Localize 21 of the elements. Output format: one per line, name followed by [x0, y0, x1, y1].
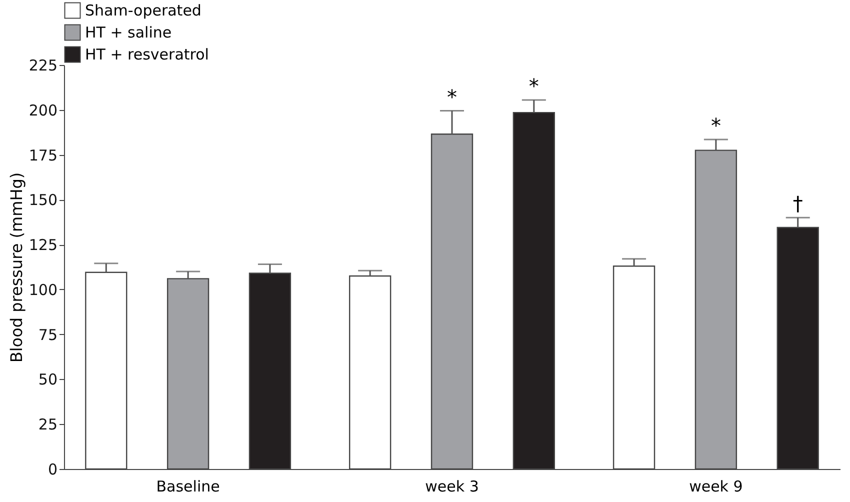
y-axis-title: Blood pressure (mmHg) — [6, 172, 26, 363]
y-tick-label: 100 — [28, 280, 58, 299]
data-label: † — [792, 192, 803, 216]
x-tick-label: Baseline — [156, 478, 220, 496]
y-tick-label: 50 — [38, 370, 58, 389]
x-tick-label: week 3 — [425, 478, 479, 496]
legend-label: HT + saline — [85, 24, 172, 42]
y-tick-label: 25 — [38, 416, 58, 434]
y-tick-label: 0 — [48, 460, 58, 478]
y-tick-label: 125 — [28, 236, 58, 254]
data-label: * — [528, 74, 539, 98]
data-label: * — [447, 84, 457, 109]
y-tick-label: 225 — [28, 56, 58, 74]
y-tick-label: 175 — [28, 146, 58, 164]
legend-label: HT + resveratrol — [85, 46, 209, 64]
data-label: * — [710, 114, 721, 138]
legend-label: Sham-operated — [85, 2, 202, 20]
y-tick-label: 200 — [28, 101, 58, 120]
x-tick-label: week 9 — [689, 478, 743, 496]
y-tick-label: 150 — [28, 191, 58, 210]
y-tick-label: 75 — [38, 326, 58, 344]
